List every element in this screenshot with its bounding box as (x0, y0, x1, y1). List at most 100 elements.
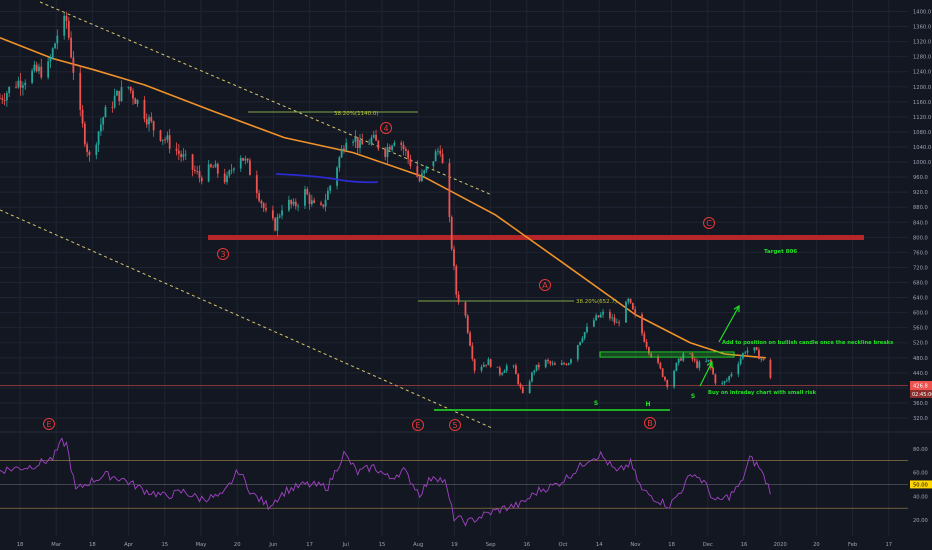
candle-body (297, 205, 299, 207)
time-tick-label: Apr (124, 542, 134, 548)
candle-body (102, 117, 105, 125)
time-tick-label: 16 (741, 542, 748, 548)
candle-body (528, 381, 531, 394)
time-tick-label: Jun (268, 542, 277, 548)
candle-body (375, 134, 377, 141)
time-tick-label: May (196, 542, 207, 548)
candle-body (498, 367, 501, 375)
candle-body (143, 99, 146, 120)
rsi-tick-label: 40.00 (913, 494, 928, 500)
time-tick-label: Oct (559, 542, 568, 548)
candle-body (725, 380, 728, 382)
candle-body (407, 151, 410, 159)
neckline-zone (599, 351, 735, 358)
candle-body (164, 139, 166, 141)
wave-label: E (46, 420, 51, 429)
candle-body (723, 381, 726, 383)
candle-body (72, 57, 75, 73)
candle-body (290, 199, 293, 205)
candle-body (326, 190, 329, 200)
candle-body (434, 151, 437, 162)
candle-body (643, 333, 646, 342)
time-tick-label: 15 (379, 542, 386, 548)
wave-label-circle (217, 248, 229, 260)
candle-body (698, 361, 701, 368)
candle-body (134, 98, 137, 104)
candle-body (485, 364, 488, 366)
candle-body (384, 148, 387, 157)
candle-body (689, 353, 692, 355)
candle-body (38, 66, 40, 72)
candle-body (200, 177, 203, 182)
hs-label: S (691, 393, 695, 400)
time-tick-label: 17 (885, 542, 892, 548)
candle-body (400, 142, 403, 145)
rsi-line (0, 437, 771, 527)
price-tick-label: 800.0 (913, 235, 928, 241)
arrow-long-head (733, 304, 740, 313)
price-tick-label: 840.0 (913, 220, 928, 226)
candle-body (742, 353, 744, 359)
price-tick-label: 1040.0 (913, 145, 931, 151)
rsi-pane[interactable] (0, 437, 908, 527)
price-tick-label: 960.0 (913, 175, 928, 181)
time-tick-label: Jul (342, 542, 349, 548)
candle-body (276, 216, 279, 231)
candle-body (184, 154, 187, 156)
wave-label-circle (380, 122, 392, 134)
price-tick-label: 520.0 (913, 341, 928, 347)
candle-body (232, 168, 235, 170)
candle-body (242, 157, 244, 161)
candle-body (576, 345, 579, 360)
candle-body (216, 163, 219, 174)
candle-body (437, 150, 439, 152)
candle-body (469, 332, 471, 346)
candle-body (657, 356, 659, 363)
time-tick-label: 18 (668, 542, 675, 548)
last-price-tag (910, 381, 932, 390)
rsi-axis[interactable]: 80.00 60.00 40.00 20.00 50.00 (910, 447, 932, 524)
candle-body (340, 148, 343, 158)
candle-body (223, 173, 226, 183)
arrow-short (699, 361, 713, 387)
candle-body (175, 148, 178, 151)
countdown-tag (910, 390, 932, 398)
candle-body (274, 218, 277, 231)
wave-label-circle (539, 279, 551, 291)
candle-body (17, 80, 20, 88)
blue-support-line (275, 173, 379, 184)
candle-body (54, 43, 56, 49)
annotations: 3 4 5 A B C E E S H S 38.20%(1140.0) 38.20%(652.7) Ta… (43, 111, 893, 431)
candle-body (583, 332, 586, 339)
candle-body (49, 57, 52, 62)
price-tick-label: 360.0 (913, 401, 928, 407)
candle-body (769, 359, 772, 378)
candle-body (118, 90, 121, 101)
rsi-tick-label: 20.00 (913, 518, 928, 524)
price-tick-label: 320.0 (913, 416, 928, 422)
candle-body (226, 175, 228, 183)
candle-body (760, 358, 763, 360)
candle-body (81, 109, 84, 124)
candle-body (544, 359, 547, 368)
candle-body (193, 169, 196, 172)
price-tick-label: 1320.0 (913, 40, 931, 46)
price-tick-label: 1280.0 (913, 55, 931, 61)
time-tick-label: 18 (89, 542, 96, 548)
candle-body (611, 317, 614, 319)
time-axis[interactable]: 18 Mar 18 Apr 15 May 20 Jun 17 Jul 15 Aug 19 Sep 16 Oct… (17, 542, 892, 548)
rsi-tick-label: 60.00 (913, 471, 928, 477)
candle-body (420, 173, 423, 181)
price-axis[interactable]: 1400.0 1360.0 1320.0 1280.0 1240.0 1200.0 1160… (910, 10, 932, 423)
candle-body (88, 151, 91, 156)
candle-body (416, 166, 419, 177)
candle-body (599, 314, 602, 318)
candle-body (249, 160, 251, 176)
candle-body (31, 70, 34, 83)
candle-body (487, 359, 490, 366)
main-price-pane[interactable] (0, 1, 908, 429)
candle-body (471, 345, 474, 360)
candle-body (278, 215, 281, 217)
candle-body (659, 362, 662, 369)
